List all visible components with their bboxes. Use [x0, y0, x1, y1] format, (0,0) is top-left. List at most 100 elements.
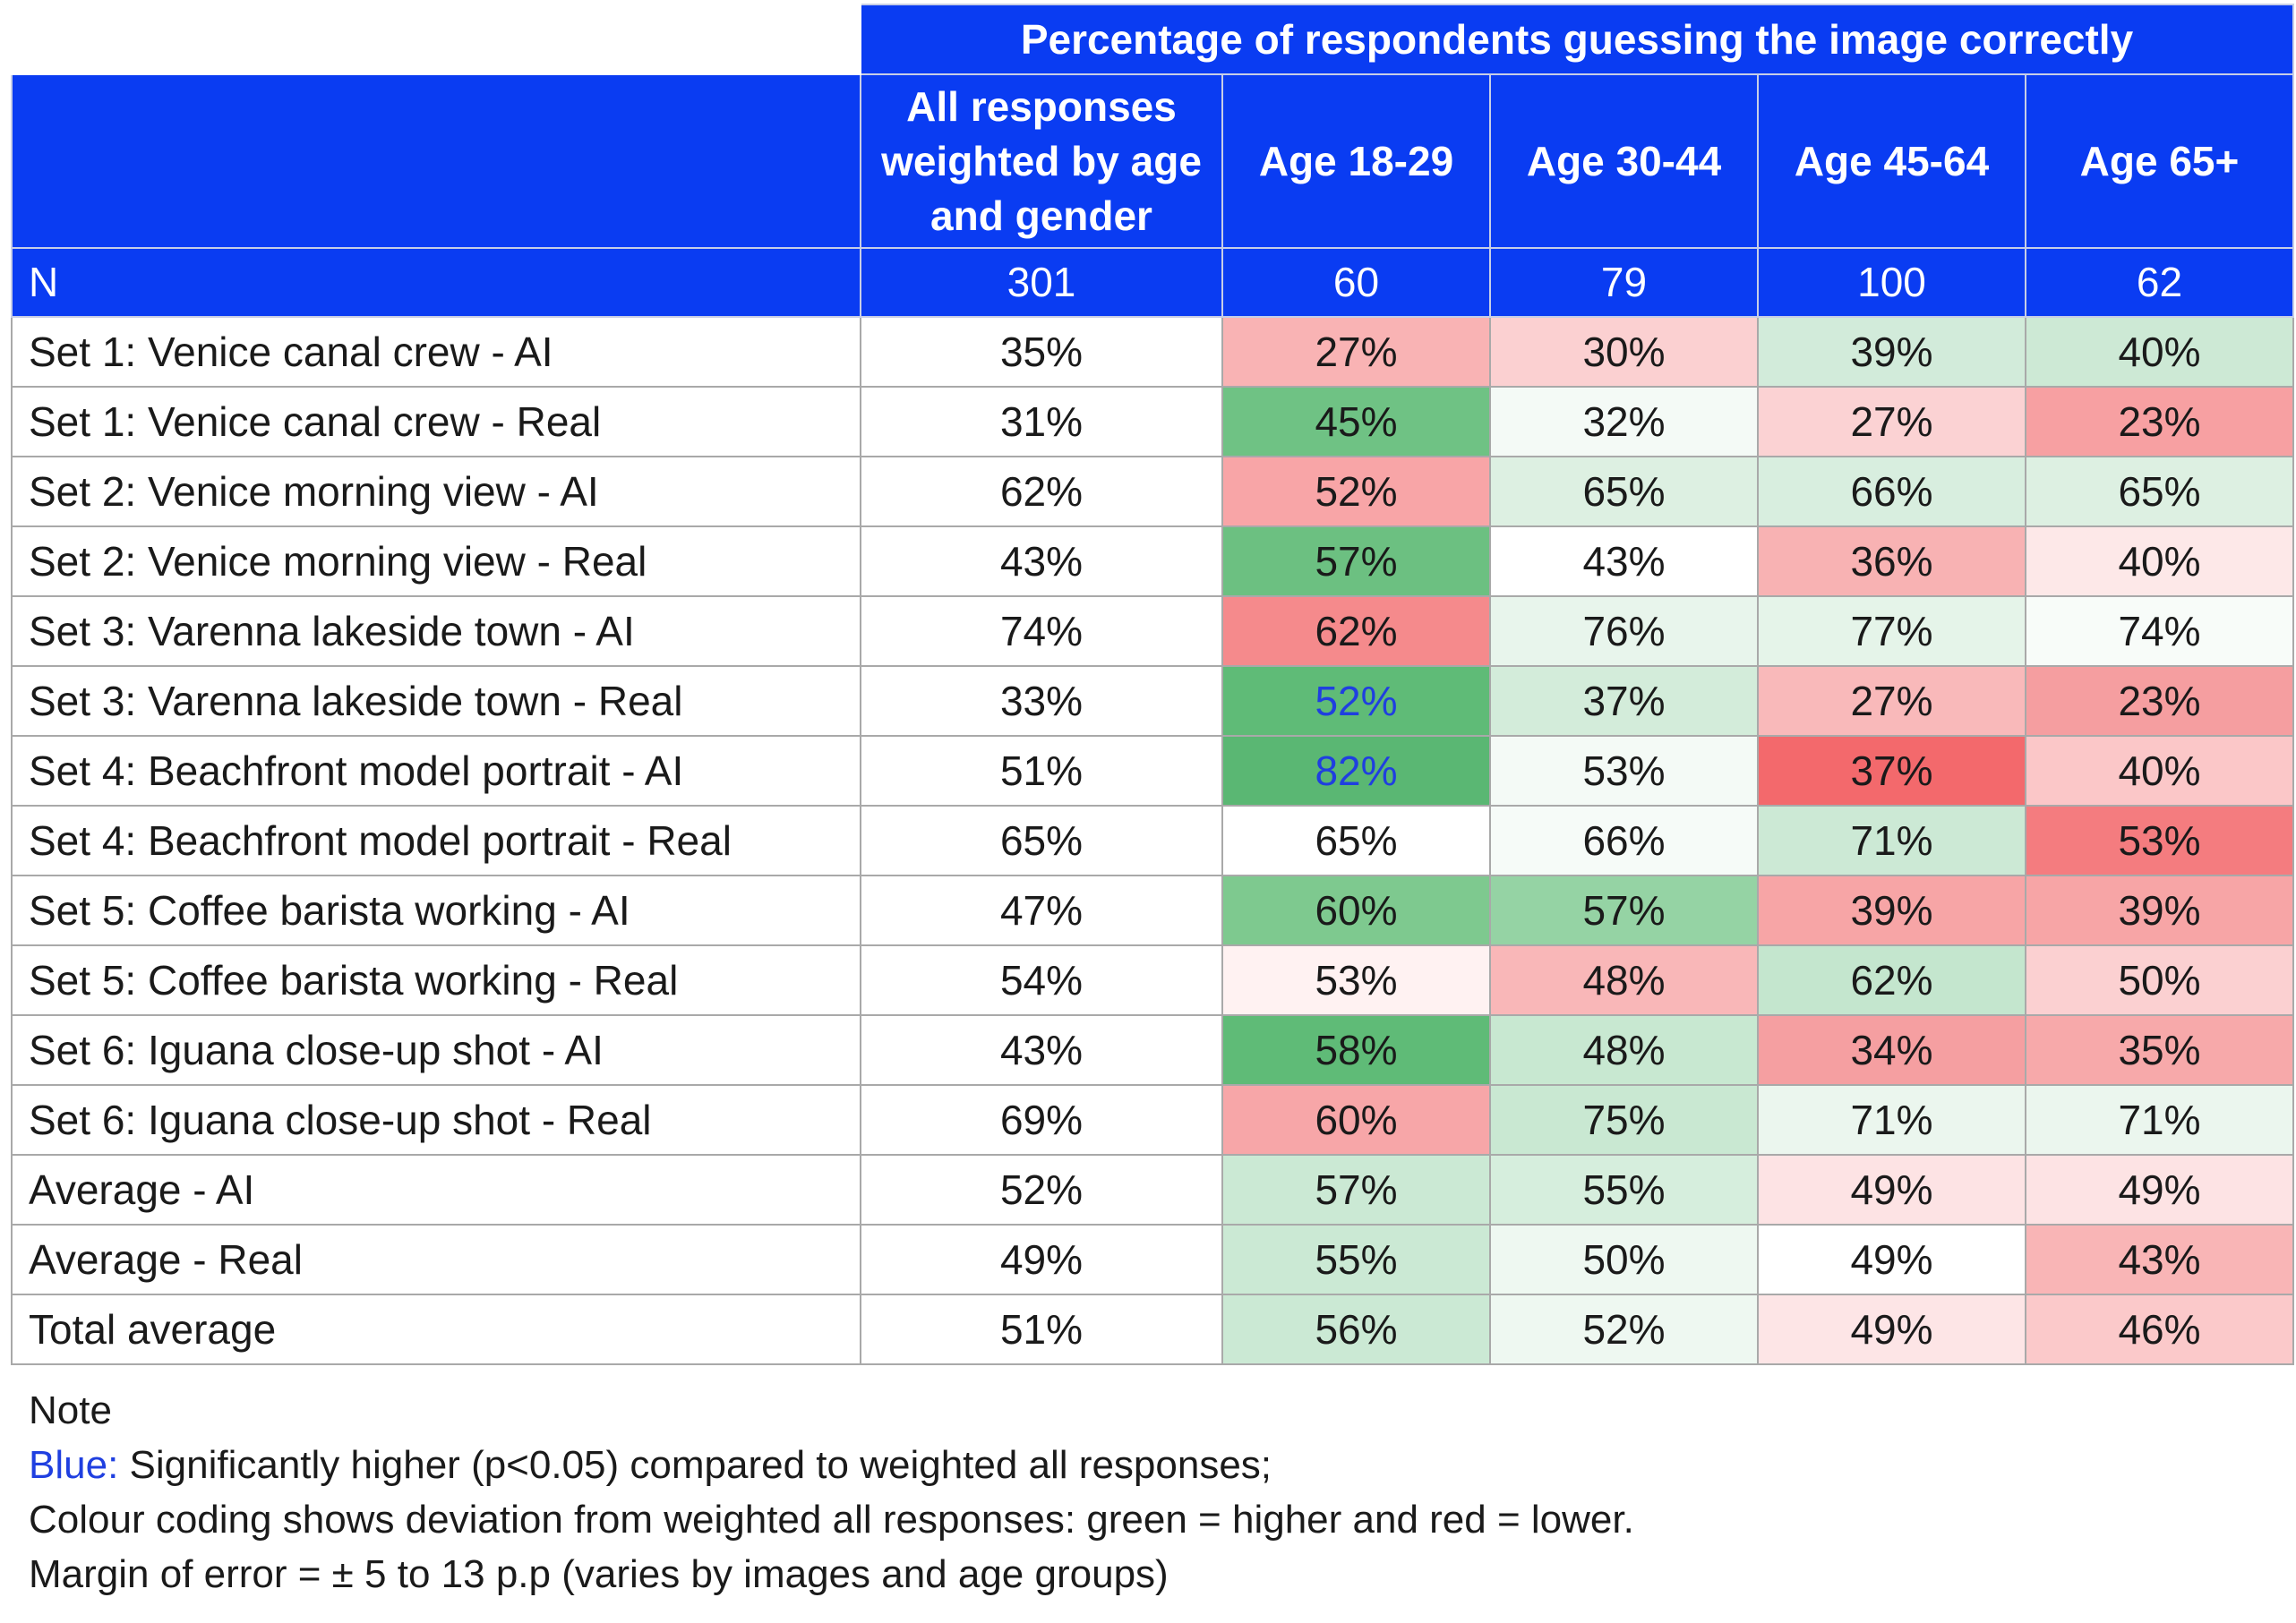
- table-cell: 58%: [1223, 1016, 1491, 1086]
- table-cell: 39%: [1759, 876, 2026, 946]
- note-blue-label: Blue:: [29, 1443, 119, 1487]
- n-row-label: N: [11, 249, 861, 318]
- n-value: 100: [1759, 249, 2026, 318]
- note-margin-of-error: Margin of error = ± 5 to 13 p.p (varies …: [29, 1552, 1169, 1596]
- column-header: All responses weighted by age and gender: [861, 75, 1223, 249]
- row-label: Total average: [11, 1295, 861, 1365]
- column-header: Age 18-29: [1223, 75, 1491, 249]
- table-cell: 43%: [1491, 527, 1759, 597]
- table-cell: 49%: [861, 1226, 1223, 1295]
- table-cell: 74%: [861, 597, 1223, 667]
- table-cell: 48%: [1491, 946, 1759, 1016]
- table-cell: 62%: [861, 457, 1223, 527]
- row-label: Set 6: Iguana close-up shot - AI: [11, 1016, 861, 1086]
- table-cell: 54%: [861, 946, 1223, 1016]
- row-label: Average - Real: [11, 1226, 861, 1295]
- row-label: Set 1: Venice canal crew - AI: [11, 318, 861, 388]
- table-cell: 56%: [1223, 1295, 1491, 1365]
- n-value: 60: [1223, 249, 1491, 318]
- table-cell: 76%: [1491, 597, 1759, 667]
- table-cell: 71%: [1759, 807, 2026, 876]
- table-cell: 31%: [861, 388, 1223, 457]
- table-cell: 47%: [861, 876, 1223, 946]
- table-cell: 57%: [1491, 876, 1759, 946]
- table-cell: 43%: [861, 1016, 1223, 1086]
- table-cell: 40%: [2026, 527, 2294, 597]
- table-cell: 51%: [861, 1295, 1223, 1365]
- row-label: Set 5: Coffee barista working - AI: [11, 876, 861, 946]
- table-cell: 66%: [1759, 457, 2026, 527]
- note-colour-coding: Colour coding shows deviation from weigh…: [29, 1498, 1634, 1542]
- table-cell: 49%: [2026, 1156, 2294, 1226]
- table-cell: 40%: [2026, 318, 2294, 388]
- table-cell: 82%: [1223, 737, 1491, 807]
- table-cell: 50%: [2026, 946, 2294, 1016]
- note-significance-text: Significantly higher (p<0.05) compared t…: [118, 1443, 1272, 1487]
- table-cell: 27%: [1759, 388, 2026, 457]
- table-cell: 53%: [1223, 946, 1491, 1016]
- table-cell: 27%: [1759, 667, 2026, 737]
- table-cell: 33%: [861, 667, 1223, 737]
- table-cell: 65%: [2026, 457, 2294, 527]
- n-value: 301: [861, 249, 1223, 318]
- n-value: 79: [1491, 249, 1759, 318]
- table-cell: 45%: [1223, 388, 1491, 457]
- table-cell: 39%: [2026, 876, 2294, 946]
- table-notes: Note Blue: Significantly higher (p<0.05)…: [29, 1383, 1634, 1602]
- table-cell: 65%: [1491, 457, 1759, 527]
- table-cell: 75%: [1491, 1086, 1759, 1156]
- table-cell: 53%: [1491, 737, 1759, 807]
- row-label: Set 1: Venice canal crew - Real: [11, 388, 861, 457]
- table-cell: 27%: [1223, 318, 1491, 388]
- table-cell: 57%: [1223, 1156, 1491, 1226]
- row-label: Set 3: Varenna lakeside town - AI: [11, 597, 861, 667]
- table-cell: 50%: [1491, 1226, 1759, 1295]
- table-cell: 23%: [2026, 388, 2294, 457]
- column-header: Age 45-64: [1759, 75, 2026, 249]
- table-cell: 55%: [1491, 1156, 1759, 1226]
- column-header: Age 65+: [2026, 75, 2294, 249]
- table-cell: 62%: [1759, 946, 2026, 1016]
- row-label: Set 5: Coffee barista working - Real: [11, 946, 861, 1016]
- table-cell: 37%: [1491, 667, 1759, 737]
- table-cell: 77%: [1759, 597, 2026, 667]
- table-title: Percentage of respondents guessing the i…: [861, 4, 2294, 75]
- row-label: Set 4: Beachfront model portrait - Real: [11, 807, 861, 876]
- column-header: Age 30-44: [1491, 75, 1759, 249]
- note-significance: Blue: Significantly higher (p<0.05) comp…: [29, 1438, 1634, 1492]
- table-cell: 43%: [861, 527, 1223, 597]
- table-cell: 71%: [2026, 1086, 2294, 1156]
- row-label: Set 2: Venice morning view - Real: [11, 527, 861, 597]
- table-cell: 65%: [861, 807, 1223, 876]
- table-cell: 60%: [1223, 1086, 1491, 1156]
- table-cell: 51%: [861, 737, 1223, 807]
- note-heading: Note: [29, 1388, 112, 1432]
- table-cell: 49%: [1759, 1226, 2026, 1295]
- table-cell: 48%: [1491, 1016, 1759, 1086]
- table-cell: 46%: [2026, 1295, 2294, 1365]
- table-cell: 23%: [2026, 667, 2294, 737]
- table-cell: 62%: [1223, 597, 1491, 667]
- row-label: Average - AI: [11, 1156, 861, 1226]
- table-cell: 60%: [1223, 876, 1491, 946]
- table-cell: 66%: [1491, 807, 1759, 876]
- row-label: Set 6: Iguana close-up shot - Real: [11, 1086, 861, 1156]
- table-cell: 65%: [1223, 807, 1491, 876]
- table-cell: 49%: [1759, 1156, 2026, 1226]
- table-cell: 52%: [861, 1156, 1223, 1226]
- table-cell: 71%: [1759, 1086, 2026, 1156]
- table-cell: 35%: [2026, 1016, 2294, 1086]
- row-label: Set 4: Beachfront model portrait - AI: [11, 737, 861, 807]
- table-cell: 52%: [1223, 667, 1491, 737]
- row-label: Set 2: Venice morning view - AI: [11, 457, 861, 527]
- table-cell: 49%: [1759, 1295, 2026, 1365]
- table-cell: 34%: [1759, 1016, 2026, 1086]
- table-cell: 52%: [1223, 457, 1491, 527]
- table-cell: 57%: [1223, 527, 1491, 597]
- table-cell: 43%: [2026, 1226, 2294, 1295]
- table-cell: 55%: [1223, 1226, 1491, 1295]
- row-label: Set 3: Varenna lakeside town - Real: [11, 667, 861, 737]
- table-cell: 30%: [1491, 318, 1759, 388]
- table-cell: 39%: [1759, 318, 2026, 388]
